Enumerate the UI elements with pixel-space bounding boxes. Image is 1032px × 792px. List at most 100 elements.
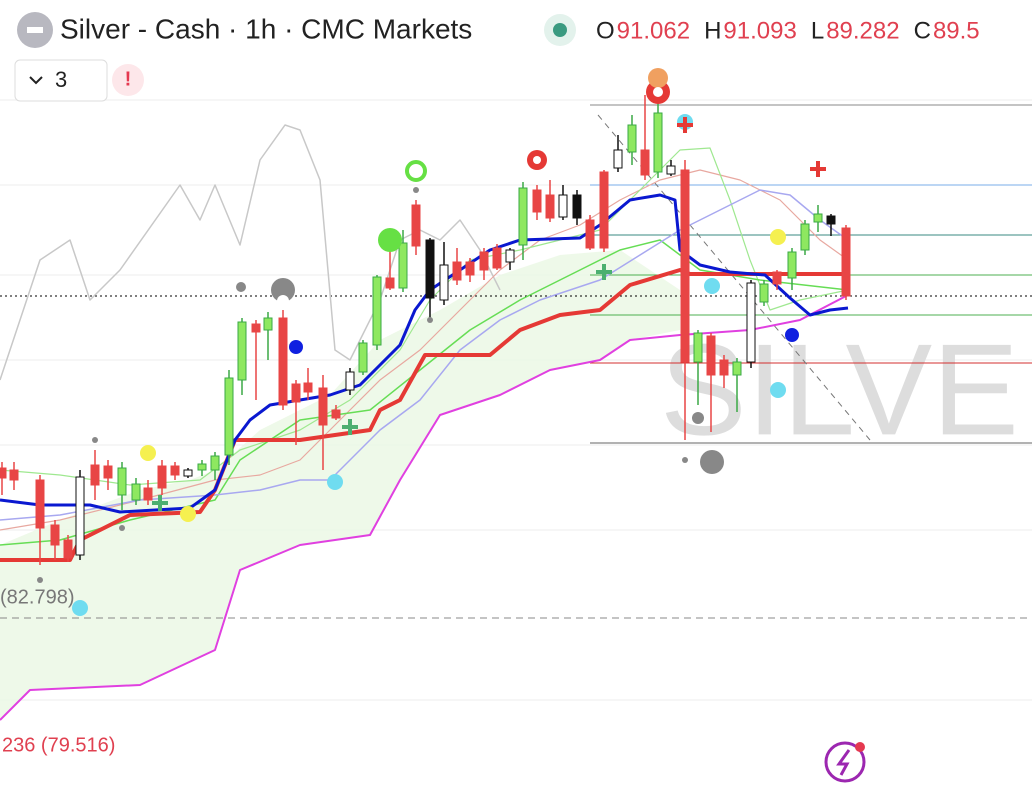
candle-body [345, 371, 355, 391]
candle-body [706, 335, 716, 376]
candle-body [75, 476, 85, 556]
signal-ring [653, 87, 663, 97]
candle-body [439, 264, 449, 301]
candle-body [532, 189, 542, 213]
watermark: SILVE [660, 316, 1019, 462]
status-dot [553, 23, 567, 37]
candle-body [157, 465, 167, 489]
candle-body [585, 219, 595, 249]
signal-marker [648, 68, 668, 88]
candle-body [572, 194, 582, 219]
candle-body [9, 469, 19, 481]
signal-marker [770, 382, 786, 398]
candle-body [35, 479, 45, 529]
candle-body [103, 465, 113, 479]
candle-body [518, 187, 528, 246]
signal-ring [277, 295, 289, 307]
signal-ring [405, 160, 427, 182]
signal-marker [92, 437, 98, 443]
level-lines [0, 104, 1032, 619]
symbol-icon-bar [27, 27, 43, 33]
candle-body [479, 251, 489, 271]
signal-marker [427, 317, 433, 323]
candle-body [640, 149, 650, 176]
signal-marker [180, 506, 196, 522]
candle-body [841, 227, 851, 297]
signal-marker [140, 445, 156, 461]
candle-body [358, 342, 368, 373]
candle-body [746, 282, 756, 363]
candle-body [613, 149, 623, 169]
signal-marker [271, 278, 295, 302]
signal-ring [533, 156, 541, 164]
candle-body [131, 483, 141, 501]
candle-body [143, 487, 153, 501]
candle-body [505, 249, 515, 263]
signal-marker [692, 412, 704, 424]
signal-marker [785, 328, 799, 342]
candle-body [90, 464, 100, 486]
header-bg [0, 0, 1032, 56]
candle-body [251, 323, 261, 333]
candle-body [813, 213, 823, 223]
signal-marker [236, 282, 246, 292]
candle-body [372, 276, 382, 346]
candle-body [425, 239, 435, 299]
candles [0, 90, 851, 565]
candle-body [653, 112, 663, 173]
markers [37, 68, 826, 616]
signal-marker [413, 187, 419, 193]
candle-body [237, 321, 247, 381]
candle-body [492, 247, 502, 269]
candle-body [63, 539, 73, 559]
flash-badge [855, 742, 865, 752]
alert-icon[interactable] [112, 64, 144, 96]
candle-body [50, 524, 60, 546]
candle-body [759, 283, 769, 303]
ohlc-value: 89.5 [933, 17, 980, 44]
candle-body [291, 383, 301, 403]
signal-marker [37, 577, 43, 583]
signal-marker [682, 457, 688, 463]
symbol-title[interactable]: Silver - Cash · 1h · CMC Markets [60, 13, 472, 44]
candle-body [452, 261, 462, 281]
ohlc-key: H [704, 17, 721, 44]
candle-body [666, 165, 676, 175]
flash-button[interactable] [824, 741, 866, 783]
candle-body [465, 261, 475, 276]
candle-body [170, 465, 180, 476]
flash-icon [836, 749, 851, 776]
signal-marker [327, 474, 343, 490]
alert-mark: ! [125, 68, 132, 90]
candle-body [263, 317, 273, 331]
candle-body [545, 194, 555, 219]
signal-marker [72, 600, 88, 616]
indicator-toggle[interactable] [14, 59, 108, 102]
price-label: (82.798) [0, 586, 75, 608]
candle-body [599, 171, 609, 249]
candle-body [210, 455, 220, 471]
candle-body [278, 317, 288, 406]
indicator-count: 3 [55, 67, 67, 92]
candle-body [826, 215, 836, 225]
candle-body [224, 377, 234, 456]
ohlc-value: 91.062 [617, 17, 690, 44]
candle-body [558, 194, 568, 218]
candle-body [331, 409, 341, 419]
signal-marker [378, 228, 402, 252]
candle-body [693, 332, 703, 363]
ohlc-key: L [811, 17, 824, 44]
candle-body [772, 271, 782, 285]
chevron [29, 76, 43, 85]
ohlc-value: 91.093 [723, 17, 796, 44]
candle-body [732, 361, 742, 376]
candle-body [385, 277, 395, 289]
candle-body [318, 387, 328, 426]
signal-marker [700, 450, 724, 474]
candle-body [411, 204, 421, 247]
candle-body [787, 251, 797, 279]
signal-marker [119, 525, 125, 531]
candle-body [197, 463, 207, 471]
candle-body [627, 124, 637, 153]
